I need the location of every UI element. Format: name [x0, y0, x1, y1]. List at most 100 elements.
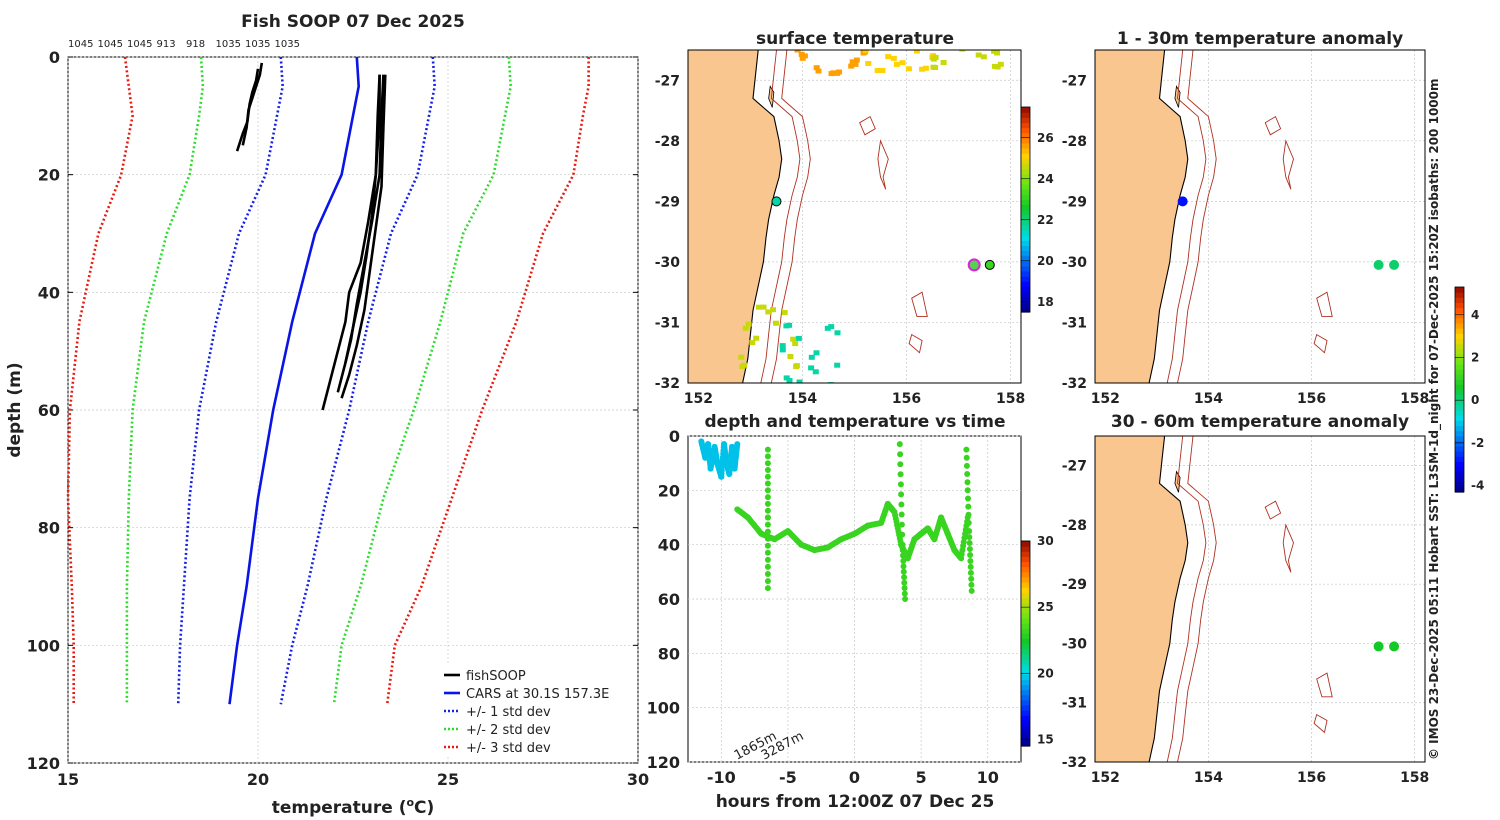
- cast-top-label: 1035: [245, 39, 270, 50]
- profile-lines: [66, 56, 590, 705]
- cast-marker: [1177, 196, 1188, 207]
- sst-colorbar-segment: [1021, 235, 1030, 241]
- ts-ytick-label: 0: [669, 427, 680, 446]
- ts-colorbar-segment: [1021, 715, 1030, 721]
- sst-colorbar-segment: [1021, 163, 1030, 170]
- profile-xlabel: temperature (oC): [272, 796, 435, 818]
- ts-colorbar-segment: [1021, 607, 1030, 614]
- ts-data-point: [963, 462, 970, 469]
- ts-data-point: [968, 581, 975, 588]
- anomaly-colorbar-segment: [1455, 343, 1464, 350]
- seamount-isobath: [911, 291, 928, 317]
- ts-colorbar-label: 25: [1037, 600, 1054, 614]
- sst-colorbar-label: 26: [1037, 131, 1054, 145]
- sst-colorbar-segment: [1021, 117, 1030, 123]
- ts-data-point: [764, 571, 771, 577]
- map-ytick-label: -29: [655, 194, 680, 210]
- ts-data-point: [764, 542, 771, 549]
- ts-colorbar-segment: [1021, 628, 1030, 634]
- anomaly-colorbar-segment: [1455, 389, 1464, 396]
- ts-data-point: [901, 585, 908, 592]
- sst-pixel: [793, 363, 800, 369]
- ts-colorbar-segment: [1021, 705, 1030, 711]
- sst-colorbar-segment: [1021, 189, 1030, 195]
- profile-xtick-label: 15: [57, 770, 79, 789]
- ts-colorbar-segment: [1021, 699, 1030, 706]
- side-caption: © IMOS 23-Dec-2025 05:11 Hobart SST: L3S…: [1427, 79, 1442, 761]
- anomaly-colorbar-segment: [1455, 404, 1464, 411]
- sst-colorbar-segment: [1021, 148, 1030, 154]
- ts-data-point: [764, 446, 771, 453]
- ts-data-point: [900, 558, 907, 564]
- ts-data-point: [899, 547, 906, 554]
- ts-colorbar-segment: [1021, 592, 1030, 598]
- anomaly-colorbar-segment: [1455, 363, 1464, 370]
- sst-pixel: [824, 325, 831, 331]
- anomaly-colorbar-segment: [1455, 353, 1464, 360]
- sst-pixel: [834, 330, 841, 336]
- profile-ytick-label: 60: [38, 401, 60, 420]
- sst-colorbar-segment: [1021, 260, 1030, 267]
- ts-colorbar-segment: [1021, 587, 1030, 593]
- sst-pixel: [738, 354, 745, 360]
- ts-colorbar-segment: [1021, 658, 1030, 665]
- sst-pixel: [959, 50, 966, 52]
- profile-legend: fishSOOP CARS at 30.1S 157.3E +/- 1 std de…: [438, 665, 634, 757]
- sst-pixel: [745, 321, 752, 327]
- map-layers: [688, 43, 1021, 383]
- sst-colorbar-segment: [1021, 194, 1030, 200]
- map-xtick-label: 154: [1194, 391, 1223, 407]
- anomaly-colorbar-segment: [1455, 338, 1464, 344]
- ts-data-point: [764, 528, 771, 535]
- ts-data-point: [898, 491, 905, 498]
- ts-colorbar-label: 15: [1037, 732, 1054, 746]
- sst-pixel: [919, 66, 926, 72]
- ts-data-point: [900, 563, 907, 570]
- isobath-line: [760, 50, 801, 383]
- ts-data-point: [968, 587, 975, 594]
- sst-colorbar-segment: [1021, 250, 1030, 257]
- anomaly-30-60m-map: 30 - 60m temperature anomaly 152 154 156 15…: [1062, 412, 1430, 786]
- ts-xtick-label: -10: [707, 768, 736, 787]
- sst-pixel: [961, 43, 967, 48]
- seamount-isobath: [1313, 333, 1328, 354]
- anomaly-colorbar-segment: [1455, 415, 1464, 421]
- sst-colorbar-segment: [1021, 286, 1030, 293]
- map-xtick-label: 156: [1297, 391, 1326, 407]
- ts-data-point: [764, 578, 771, 585]
- ts-colorbar-label: 30: [1037, 534, 1054, 548]
- anomaly-colorbar-segment: [1455, 322, 1464, 329]
- anomaly-colorbar-segment: [1455, 317, 1464, 324]
- ts-colorbar-segment: [1021, 684, 1030, 691]
- anomaly-colorbar-segment: [1455, 287, 1464, 293]
- ts-data-point: [968, 575, 975, 582]
- map-xtick-label: 156: [1297, 770, 1326, 786]
- map-ytick-label: -28: [1062, 134, 1087, 150]
- ts-data-point: [902, 596, 909, 602]
- anomaly-colorbar-label: -2: [1471, 436, 1484, 450]
- sst-pixel: [899, 60, 906, 66]
- sst-colorbar-segment: [1021, 183, 1030, 190]
- ts-data-point: [764, 507, 771, 514]
- anomaly-colorbar-segment: [1455, 440, 1464, 447]
- sst-pixel: [865, 61, 872, 66]
- anomaly-colorbar-segment: [1455, 481, 1464, 488]
- sst-pixel: [756, 304, 762, 310]
- ts-colorbar-segment: [1021, 689, 1030, 696]
- ts-data-point: [901, 579, 908, 586]
- seamount-isobath: [908, 333, 923, 354]
- sst-colorbar-segment: [1021, 281, 1030, 287]
- sst-pixel: [742, 325, 749, 331]
- sst-pixel: [922, 65, 929, 71]
- anomaly-1-30m-title: 1 - 30m temperature anomaly: [1117, 29, 1403, 49]
- sst-colorbar-frame: [1020, 106, 1031, 313]
- ts-data-point: [966, 534, 973, 541]
- ts-data-point: [966, 528, 973, 535]
- ts-data-point: [764, 467, 771, 473]
- fishsoop-profile-line: [340, 74, 387, 399]
- ts-colorbar-segment: [1021, 710, 1030, 716]
- map-frame: [1094, 49, 1426, 384]
- map-ytick-label: -28: [655, 134, 680, 150]
- map-ytick-label: -29: [1062, 194, 1087, 210]
